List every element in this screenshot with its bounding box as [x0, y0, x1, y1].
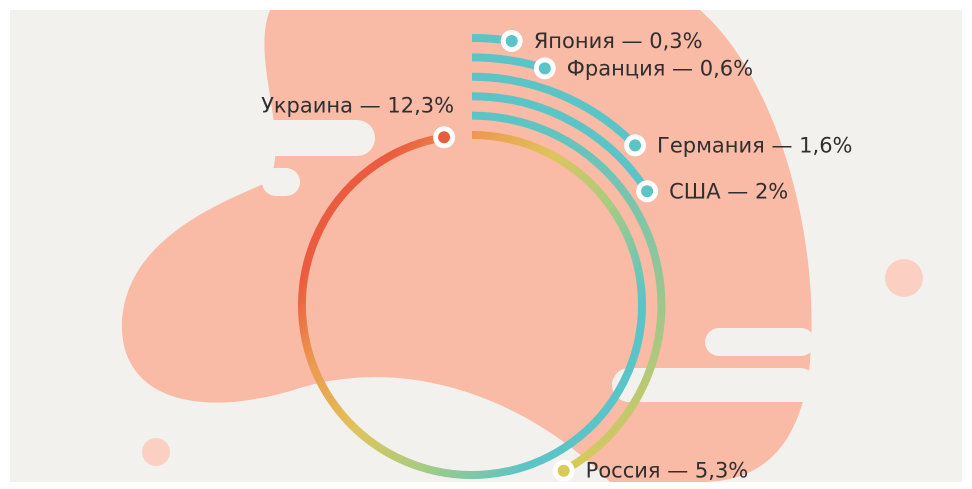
- value-label: Украина — 12,3%: [261, 93, 454, 117]
- cloud: [705, 328, 815, 356]
- cloud: [262, 168, 300, 196]
- end-dot: [641, 185, 653, 197]
- chart: Япония — 0,3% Франция — 0,6% Германия — 1,…: [0, 0, 972, 489]
- end-dot: [558, 465, 570, 477]
- value-label: США — 2%: [669, 179, 788, 203]
- value-label: Россия — 5,3%: [586, 459, 749, 483]
- value-label: Япония — 0,3%: [534, 29, 703, 53]
- end-dot: [629, 139, 641, 151]
- cloud: [225, 120, 375, 156]
- decor-circle: [885, 259, 923, 297]
- decor-circle: [142, 438, 170, 466]
- end-dot: [539, 62, 551, 74]
- value-label: Германия — 1,6%: [657, 133, 852, 157]
- end-dot: [438, 131, 450, 143]
- end-dot: [506, 35, 518, 47]
- value-label: Франция — 0,6%: [567, 56, 753, 80]
